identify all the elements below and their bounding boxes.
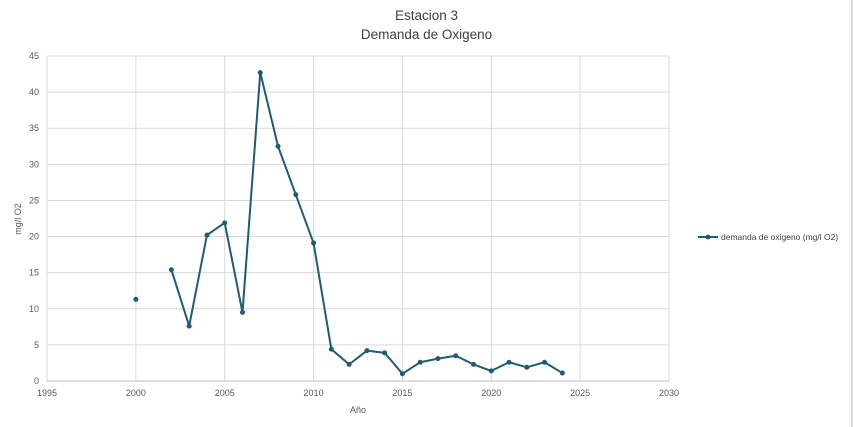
x-tick-label: 2025 — [570, 388, 590, 398]
data-point — [186, 323, 192, 329]
x-tick-label: 2015 — [392, 388, 412, 398]
data-point — [471, 361, 477, 367]
data-point — [204, 232, 210, 238]
data-point — [133, 296, 139, 302]
series-line — [170, 71, 563, 375]
data-point — [275, 143, 281, 149]
y-tick-label: 15 — [29, 268, 39, 278]
series-layer — [133, 70, 565, 377]
data-point — [222, 220, 228, 226]
chart-title: Estacion 3 — [394, 8, 459, 23]
y-axis-label: mg/l O2 — [13, 203, 23, 235]
data-point — [488, 368, 494, 374]
x-tick-label: 2010 — [304, 388, 324, 398]
y-tick-label: 10 — [29, 304, 39, 314]
data-point — [311, 240, 317, 246]
x-axis-label: Año — [350, 405, 366, 415]
legend-entry-label: demanda de oxigeno (mg/l O2) — [721, 232, 838, 242]
y-tick-label: 20 — [29, 232, 39, 242]
chart-border — [851, 0, 853, 427]
data-point — [417, 359, 423, 365]
x-tick-label: 2030 — [659, 388, 679, 398]
data-point — [399, 371, 405, 377]
x-tick-label: 1995 — [37, 388, 57, 398]
data-point — [453, 353, 459, 359]
y-axis-ticks: 0 5 10 15 20 25 30 35 40 45 — [29, 51, 39, 386]
x-tick-label: 2020 — [481, 388, 501, 398]
grid — [46, 55, 670, 382]
data-point — [346, 361, 352, 367]
data-point — [542, 359, 548, 365]
y-tick-label: 45 — [29, 51, 39, 61]
data-point — [382, 350, 388, 356]
data-point — [239, 309, 245, 315]
chart-subtitle: Demanda de Oxigeno — [360, 27, 493, 42]
data-point — [506, 359, 512, 365]
x-axis-ticks: 1995 2000 2005 2010 2015 2020 2025 2030 — [37, 388, 679, 398]
y-tick-label: 25 — [29, 195, 39, 205]
data-point — [364, 348, 370, 354]
x-tick-label: 2000 — [126, 388, 146, 398]
data-point — [257, 70, 263, 76]
legend-marker-swatch — [705, 234, 711, 240]
data-point — [328, 346, 334, 352]
y-tick-label: 40 — [29, 87, 39, 97]
legend: demanda de oxigeno (mg/l O2) — [698, 232, 838, 242]
x-tick-label: 2005 — [215, 388, 235, 398]
data-point — [524, 364, 530, 370]
y-tick-label: 5 — [34, 340, 39, 350]
y-tick-label: 35 — [29, 123, 39, 133]
y-tick-label: 30 — [29, 159, 39, 169]
data-point — [559, 370, 565, 376]
data-point — [435, 356, 441, 362]
data-point — [293, 192, 299, 198]
y-tick-label: 0 — [34, 376, 39, 386]
data-point — [168, 267, 174, 273]
